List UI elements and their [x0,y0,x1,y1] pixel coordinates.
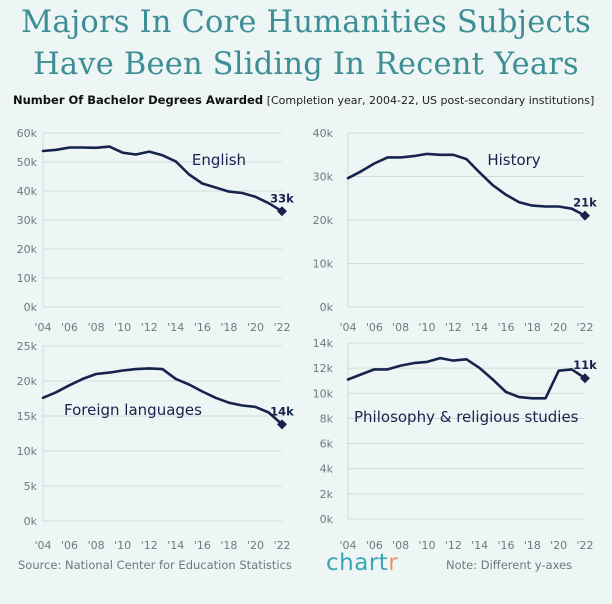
philosophy-y-tick-label: 12k [313,362,334,375]
philosophy-x-tick-label: '12 [445,539,462,552]
english-end-value-label: 33k [270,191,294,205]
philosophy-y-tick-label: 0k [320,513,334,526]
foreign-languages-end-marker [277,419,287,430]
english-series-title: English [192,151,246,169]
english-x-tick-label: '22 [273,321,290,334]
philosophy-x-tick-label: '10 [418,539,435,552]
history-x-tick-label: '08 [392,321,409,334]
philosophy-x-tick-label: '20 [550,539,567,552]
history-x-tick-label: '10 [418,321,435,334]
english-x-tick-label: '14 [167,321,184,334]
history-y-tick-label: 30k [313,171,334,184]
english-y-tick-label: 40k [17,185,38,198]
chart-title: Majors In Core Humanities Subjects Have … [0,2,612,86]
philosophy-y-tick-label: 8k [320,412,334,425]
foreign-languages-x-tick-label: '16 [194,539,211,552]
foreign-languages-end-value-label: 14k [270,404,294,418]
foreign-languages-y-tick-label: 0k [24,515,38,528]
chart-subtitle: Number Of Bachelor Degrees Awarded [Comp… [13,93,612,107]
foreign-languages-y-tick-label: 25k [17,340,38,353]
foreign-languages-x-tick-label: '22 [273,539,290,552]
history-x-tick-label: '14 [471,321,488,334]
foreign-languages-x-tick-label: '06 [61,539,78,552]
panel-history: 0k 10k 20k 30k 40k '04 '06 '08 '10 '12 '14 '16 '18 '2… [313,127,598,334]
history-x-tick-label: '04 [339,321,356,334]
philosophy-y-tick-label: 10k [313,387,334,400]
history-x-tick-label: '16 [497,321,514,334]
foreign-languages-x-tick-label: '12 [141,539,158,552]
foreign-languages-x-tick-label: '08 [88,539,105,552]
english-x-tick-label: '10 [114,321,131,334]
english-x-tick-label: '06 [61,321,78,334]
foreign-languages-y-tick-label: 5k [24,480,38,493]
english-y-tick-label: 20k [17,243,38,256]
title-line-2: Have Been Sliding In Recent Years [33,47,579,82]
history-y-tick-label: 20k [313,214,334,227]
english-x-tick-label: '18 [220,321,237,334]
philosophy-y-tick-label: 2k [320,488,334,501]
foreign-languages-x-tick-label: '04 [34,539,51,552]
brand-accent: r [388,550,399,576]
english-x-tick-label: '04 [34,321,51,334]
foreign-languages-series-line [41,367,284,426]
source-note: Source: National Center for Education St… [18,558,292,572]
axes-note: Note: Different y-axes [446,558,573,572]
philosophy-x-tick-label: '08 [392,539,409,552]
foreign-languages-y-tick-label: 10k [17,445,38,458]
brand-main: chart [326,550,389,576]
philosophy-series-title: Philosophy & religious studies [354,408,579,426]
history-y-tick-label: 10k [313,258,334,271]
philosophy-x-tick-label: '06 [366,539,383,552]
philosophy-end-value-label: 11k [573,358,597,372]
philosophy-x-tick-label: '22 [576,539,593,552]
foreign-languages-y-tick-label: 20k [17,375,38,388]
foreign-languages-y-tick-label: 15k [17,410,38,423]
history-x-tick-label: '20 [550,321,567,334]
subtitle-main: Number Of Bachelor Degrees Awarded [13,93,264,107]
panel-foreign-languages: 0k 5k 10k 15k 20k 25k '04 '06 '08 '10 '12 '14 '16 '18… [17,340,295,552]
philosophy-y-tick-label: 14k [313,337,334,350]
history-end-marker [580,210,590,221]
english-x-tick-label: '16 [194,321,211,334]
philosophy-x-tick-label: '16 [497,539,514,552]
foreign-languages-x-tick-label: '10 [114,539,131,552]
philosophy-series-line [346,356,587,400]
panel-english: 0k 10k 20k 30k 40k 50k 60k '04 '06 '08 '10 '12 '14 '1… [17,127,295,334]
history-x-tick-label: '22 [576,321,593,334]
foreign-languages-series-title: Foreign languages [64,401,202,419]
philosophy-x-tick-label: '04 [339,539,356,552]
philosophy-y-tick-label: 6k [320,438,334,451]
english-y-tick-label: 60k [17,127,38,140]
history-y-tick-label: 40k [313,127,334,140]
history-x-tick-label: '12 [445,321,462,334]
foreign-languages-x-tick-label: '18 [220,539,237,552]
english-y-tick-label: 30k [17,214,38,227]
history-x-tick-label: '06 [366,321,383,334]
english-y-tick-label: 50k [17,156,38,169]
philosophy-y-tick-label: 4k [320,463,334,476]
history-y-tick-label: 0k [320,301,334,314]
philosophy-x-tick-label: '18 [524,539,541,552]
english-series-line [41,145,284,213]
foreign-languages-x-tick-label: '14 [167,539,184,552]
philosophy-x-tick-label: '14 [471,539,488,552]
foreign-languages-x-tick-label: '20 [247,539,264,552]
subtitle-note: [Completion year, 2004-22, US post-secon… [266,94,595,107]
history-end-value-label: 21k [573,196,597,210]
english-y-tick-label: 0k [24,301,38,314]
history-x-tick-label: '18 [524,321,541,334]
english-x-tick-label: '20 [247,321,264,334]
panel-philosophy-religious-studies: 0k 2k 4k 6k 8k 10k 12k 14k '04 '06 '08 '10 '12 '14 '16… [313,337,598,552]
title-line-1: Majors In Core Humanities Subjects [20,5,592,40]
history-series-line [346,152,587,217]
english-x-tick-label: '08 [88,321,105,334]
english-end-marker [277,206,287,217]
brand-logo: chartr [326,550,398,576]
philosophy-end-marker [580,373,590,384]
history-series-title: History [487,151,540,169]
english-x-tick-label: '12 [141,321,158,334]
english-y-tick-label: 10k [17,272,38,285]
